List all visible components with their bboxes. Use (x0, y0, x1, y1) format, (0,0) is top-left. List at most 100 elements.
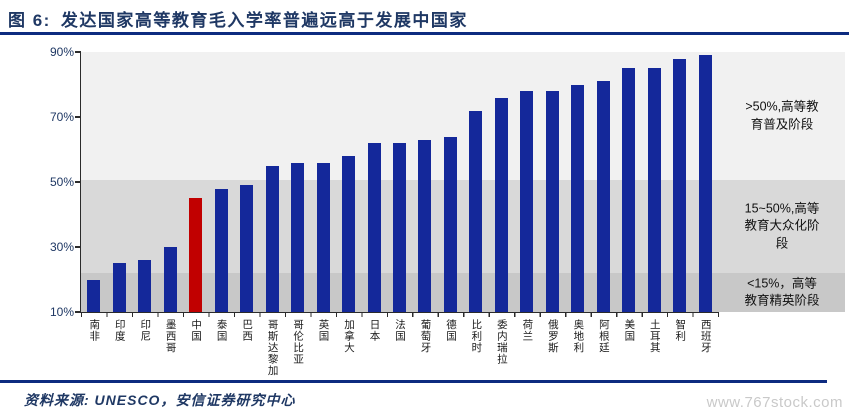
x-axis-label-text: 墨西哥 (164, 319, 177, 354)
x-axis-label-text: 德国 (444, 319, 457, 342)
x-axis-label-俄罗斯: 俄罗斯 (540, 319, 565, 354)
x-axis-label-印度: 印度 (106, 319, 131, 342)
x-axis-label-奥地利: 奥地利 (565, 319, 590, 354)
x-axis-label-印尼: 印尼 (132, 319, 157, 342)
y-axis-tick (75, 246, 81, 248)
x-axis-label-text: 奥地利 (572, 319, 585, 354)
x-axis-label-text: 法国 (393, 319, 406, 342)
figure-label: 图 6: (8, 11, 51, 30)
x-axis-label-text: 葡萄牙 (419, 319, 432, 354)
x-axis-label-text: 土耳其 (648, 319, 661, 354)
x-axis-label-巴西: 巴西 (234, 319, 259, 342)
y-axis-label: 50% (49, 175, 74, 189)
bar-法国 (393, 143, 406, 312)
bar-奥地利 (571, 84, 585, 312)
x-axis-label-text: 比利时 (470, 319, 483, 354)
x-axis-label-美国: 美国 (616, 319, 641, 342)
bar-南非 (87, 279, 101, 312)
x-axis-label-荷兰: 荷兰 (514, 319, 539, 342)
x-axis-label-比利时: 比利时 (463, 319, 488, 354)
x-axis-label-text: 南非 (88, 319, 101, 342)
x-axis-label-text: 西班牙 (699, 319, 712, 354)
bar-葡萄牙 (418, 139, 432, 312)
stage-band-1 (81, 180, 845, 273)
y-axis-tick (75, 51, 81, 53)
stage-band-2 (81, 273, 845, 312)
bar-英国 (316, 162, 330, 312)
x-axis-label-法国: 法国 (387, 319, 412, 342)
x-axis-label-text: 巴西 (241, 319, 254, 342)
x-axis-label-text: 美国 (623, 319, 636, 342)
x-axis-label-英国: 英国 (310, 319, 335, 342)
bar-荷兰 (520, 91, 534, 312)
x-axis-label-土耳其: 土耳其 (642, 319, 667, 354)
bar-chart: >50%,高等教 育普及阶段 15~50%,高等 教育大众化阶 段 <15%，高等 … (49, 45, 845, 377)
stage-band-annotation-1: 15~50%,高等 教育大众化阶 段 (744, 201, 820, 251)
bar-土耳其 (647, 68, 661, 312)
footer-rule (0, 380, 827, 383)
bar-哥伦比亚 (291, 162, 305, 312)
y-axis-label: 90% (49, 45, 74, 59)
bar-日本 (367, 143, 381, 312)
stage-band-0 (81, 52, 845, 181)
x-axis-label-日本: 日本 (361, 319, 386, 342)
bar-泰国 (214, 188, 228, 312)
bar-美国 (622, 68, 636, 312)
bar-印尼 (138, 260, 152, 312)
bar-委内瑞拉 (494, 97, 508, 312)
x-axis-label-text: 智利 (674, 319, 687, 342)
y-axis-label: 30% (49, 240, 74, 254)
bar-哥斯达黎加 (265, 165, 279, 312)
x-axis-label-加拿大: 加拿大 (336, 319, 361, 354)
chart-title: 发达国家高等教育毛入学率普遍远高于发展中国家 (60, 11, 468, 30)
bar-德国 (443, 136, 457, 312)
x-axis-label-text: 荷兰 (521, 319, 534, 342)
x-axis-label-text: 印度 (113, 319, 126, 342)
bar-智利 (673, 58, 687, 312)
x-axis-label-南非: 南非 (81, 319, 106, 342)
x-axis-ticks (81, 312, 719, 317)
x-axis-label-德国: 德国 (438, 319, 463, 342)
stage-band-annotation-2: <15%，高等 教育精英阶段 (744, 275, 820, 308)
bar-俄罗斯 (545, 91, 559, 312)
x-axis-label-text: 哥斯达黎加 (266, 319, 279, 377)
x-axis-label-text: 阿根廷 (597, 319, 610, 354)
x-axis-label-text: 哥伦比亚 (292, 319, 305, 365)
watermark: www.767stock.com (706, 394, 843, 411)
x-axis-label-墨西哥: 墨西哥 (157, 319, 182, 354)
x-axis-label-委内瑞拉: 委内瑞拉 (489, 319, 514, 365)
x-axis-label-哥斯达黎加: 哥斯达黎加 (259, 319, 284, 377)
figure-header: 图 6: 发达国家高等教育毛入学率普遍远高于发展中国家 (8, 6, 468, 31)
bar-比利时 (469, 110, 483, 312)
x-axis-label-智利: 智利 (667, 319, 692, 342)
y-axis-tick (75, 181, 81, 183)
bar-巴西 (240, 185, 254, 312)
x-axis-label-text: 俄罗斯 (546, 319, 559, 354)
bar-阿根廷 (596, 81, 610, 312)
x-axis-label-text: 英国 (317, 319, 330, 342)
x-axis-label-text: 中国 (190, 319, 203, 342)
title-rule (0, 32, 849, 35)
y-axis-tick (75, 311, 81, 313)
x-axis-label-泰国: 泰国 (208, 319, 233, 342)
bar-加拿大 (342, 156, 356, 312)
x-axis-label-text: 日本 (368, 319, 381, 342)
x-axis-label-哥伦比亚: 哥伦比亚 (285, 319, 310, 365)
y-axis-label: 70% (49, 110, 74, 124)
x-axis-label-中国: 中国 (183, 319, 208, 342)
x-axis-label-text: 泰国 (215, 319, 228, 342)
x-axis-label-葡萄牙: 葡萄牙 (412, 319, 437, 354)
y-axis-label: 10% (49, 305, 74, 319)
x-axis-line (79, 311, 720, 314)
bar-西班牙 (698, 55, 712, 312)
bar-印度 (112, 263, 126, 312)
stage-band-annotation-0: >50%,高等教 育普及阶段 (745, 99, 819, 132)
x-axis-label-text: 印尼 (139, 319, 152, 342)
bar-中国 (189, 198, 203, 312)
x-axis-label-阿根廷: 阿根廷 (591, 319, 616, 354)
x-axis-label-text: 加拿大 (343, 319, 356, 354)
bar-墨西哥 (163, 247, 177, 312)
y-axis-tick (75, 116, 81, 118)
source-note: 资料来源: UNESCO，安信证券研究中心 (24, 392, 296, 408)
